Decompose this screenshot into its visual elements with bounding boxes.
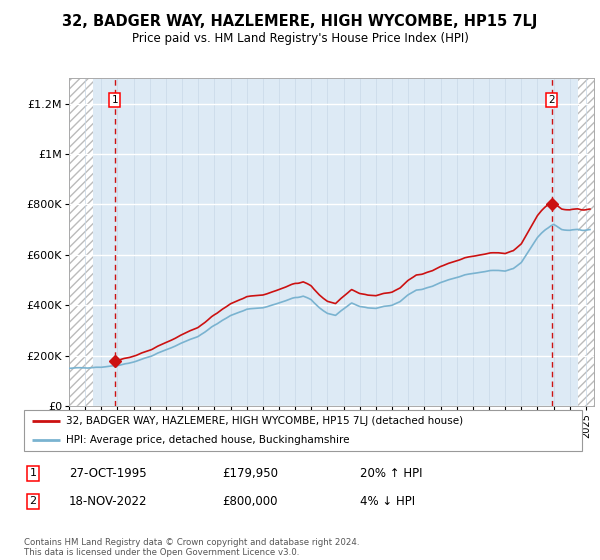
Text: 4% ↓ HPI: 4% ↓ HPI: [360, 494, 415, 508]
Text: 1: 1: [29, 468, 37, 478]
FancyBboxPatch shape: [24, 410, 582, 451]
Text: £179,950: £179,950: [222, 466, 278, 480]
Text: 2: 2: [29, 496, 37, 506]
Text: 20% ↑ HPI: 20% ↑ HPI: [360, 466, 422, 480]
Text: 32, BADGER WAY, HAZLEMERE, HIGH WYCOMBE, HP15 7LJ: 32, BADGER WAY, HAZLEMERE, HIGH WYCOMBE,…: [62, 14, 538, 29]
Text: Price paid vs. HM Land Registry's House Price Index (HPI): Price paid vs. HM Land Registry's House …: [131, 32, 469, 45]
Text: 1: 1: [112, 95, 118, 105]
Text: 18-NOV-2022: 18-NOV-2022: [69, 494, 148, 508]
Text: 27-OCT-1995: 27-OCT-1995: [69, 466, 146, 480]
Text: 2: 2: [548, 95, 555, 105]
Text: £800,000: £800,000: [222, 494, 277, 508]
Text: Contains HM Land Registry data © Crown copyright and database right 2024.
This d: Contains HM Land Registry data © Crown c…: [24, 538, 359, 557]
Text: HPI: Average price, detached house, Buckinghamshire: HPI: Average price, detached house, Buck…: [66, 435, 349, 445]
Text: 32, BADGER WAY, HAZLEMERE, HIGH WYCOMBE, HP15 7LJ (detached house): 32, BADGER WAY, HAZLEMERE, HIGH WYCOMBE,…: [66, 417, 463, 426]
